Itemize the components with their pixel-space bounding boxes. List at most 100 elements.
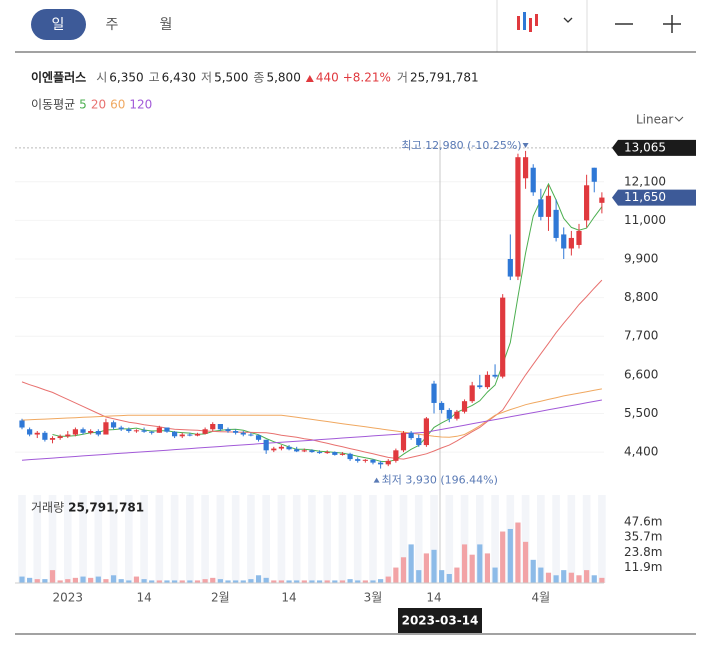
volume-bar	[416, 570, 422, 583]
volume-stripe	[582, 495, 591, 583]
volume-stripe	[521, 495, 530, 583]
candle-body	[72, 429, 79, 435]
scale-mode[interactable]: Linear	[636, 113, 673, 127]
volume-bar	[202, 579, 208, 583]
last-price-tag: 11,650	[624, 190, 666, 204]
candle-body	[507, 259, 513, 277]
volume-bar	[553, 575, 559, 583]
volume-bar	[309, 580, 315, 583]
high-annotation: 최고 12,980 (-10.25%)	[401, 139, 521, 152]
volume-bar	[332, 580, 338, 583]
candle-body	[416, 438, 422, 446]
volume-stripe	[292, 495, 301, 583]
volume-bar	[522, 541, 529, 583]
info-text: 120	[129, 98, 152, 112]
tab-active-bg[interactable]	[31, 9, 86, 40]
info-text: 6,430	[162, 71, 196, 85]
volume-stripe	[460, 495, 469, 583]
candle-body	[286, 446, 292, 450]
volume-bar	[370, 580, 376, 583]
zoom-in-button[interactable]	[663, 15, 681, 33]
candle-body	[126, 429, 132, 432]
candle-body	[370, 459, 376, 463]
tab-month[interactable]: 월	[160, 17, 173, 33]
candle-type-button[interactable]	[517, 12, 538, 32]
x-tick-label: 3월	[364, 591, 383, 605]
scale-chevron[interactable]	[674, 116, 684, 122]
volume-stripe	[247, 495, 255, 583]
candle-body	[225, 429, 231, 432]
candle-body	[248, 434, 254, 436]
candle-body	[576, 230, 582, 245]
volume-bar	[187, 580, 193, 583]
volume-bar	[225, 580, 231, 583]
candle-body	[492, 374, 498, 377]
candle-body	[172, 431, 178, 437]
candle-body	[339, 453, 346, 455]
volume-bar	[248, 579, 254, 583]
candle-body	[522, 157, 529, 179]
volume-bar	[545, 572, 552, 583]
volume-stripe	[186, 495, 194, 583]
volume-bar	[88, 577, 94, 583]
volume-bar	[19, 576, 25, 583]
volume-title: 거래량	[31, 501, 64, 515]
volume-bar	[461, 544, 468, 583]
volume-bar	[80, 576, 86, 583]
volume-bar	[57, 580, 63, 583]
info-text: 저	[201, 71, 212, 85]
volume-stripe	[552, 495, 560, 583]
volume-bar	[492, 567, 498, 583]
dropdown-chevron[interactable]	[563, 17, 573, 23]
volume-stripe	[445, 495, 454, 583]
candle-body	[217, 424, 223, 430]
volume-bar	[233, 580, 239, 583]
volume-stripe	[125, 495, 133, 583]
candle-body	[378, 462, 384, 465]
candle-body	[454, 411, 460, 419]
volume-bar	[149, 580, 155, 583]
tab-day[interactable]: 일	[52, 17, 65, 33]
volume-stripe	[33, 495, 42, 583]
candle-body	[271, 448, 277, 451]
volume-bar	[568, 572, 574, 583]
volume-bar	[103, 579, 109, 583]
volume-stripe	[262, 495, 270, 583]
candle-body	[385, 460, 391, 465]
volume-stripe	[216, 495, 225, 583]
candle-body	[149, 431, 155, 433]
candle-body	[202, 429, 208, 434]
volume-bar	[194, 580, 201, 583]
candle-body	[240, 432, 246, 435]
y-tick-label: 8,800	[624, 290, 658, 304]
volume-stripe	[18, 495, 26, 583]
volume-bar	[118, 579, 124, 583]
volume-stripe	[140, 495, 148, 583]
y-tick-label: 12,100	[624, 174, 666, 188]
volume-bar	[347, 579, 353, 583]
candle-body	[324, 452, 330, 454]
volume-bar	[179, 580, 185, 583]
volume-stripe	[353, 495, 362, 583]
info-text: 종	[253, 71, 264, 85]
candle-body	[27, 429, 33, 435]
volume-bar	[378, 579, 384, 583]
tab-week[interactable]: 주	[106, 17, 119, 33]
volume-bar	[584, 570, 590, 583]
volume-stripe	[567, 495, 576, 583]
volume-bar	[263, 577, 269, 583]
candle-body	[584, 185, 590, 221]
candle-body	[400, 432, 407, 451]
volume-bar	[576, 575, 582, 583]
volume-bar	[164, 580, 170, 583]
volume-bar	[599, 577, 605, 583]
volume-stripe	[277, 495, 286, 583]
volume-stripe	[491, 495, 499, 583]
up-arrow	[373, 477, 380, 483]
down-arrow	[522, 143, 529, 148]
volume-bar	[530, 559, 536, 583]
volume-bar	[286, 580, 292, 583]
x-tick-label: 14	[281, 591, 296, 605]
info-text: 20	[91, 98, 106, 112]
volume-bar	[217, 579, 223, 583]
